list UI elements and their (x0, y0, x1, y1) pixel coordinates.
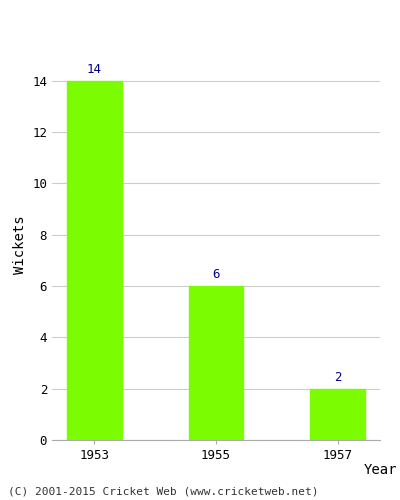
Text: 2: 2 (334, 370, 342, 384)
Text: 6: 6 (212, 268, 220, 281)
Bar (310, 388, 365, 440)
Bar (67, 81, 122, 440)
X-axis label: Year: Year (363, 464, 397, 477)
Text: 14: 14 (87, 62, 102, 76)
Text: (C) 2001-2015 Cricket Web (www.cricketweb.net): (C) 2001-2015 Cricket Web (www.cricketwe… (8, 487, 318, 497)
Y-axis label: Wickets: Wickets (12, 216, 26, 274)
Bar (189, 286, 243, 440)
